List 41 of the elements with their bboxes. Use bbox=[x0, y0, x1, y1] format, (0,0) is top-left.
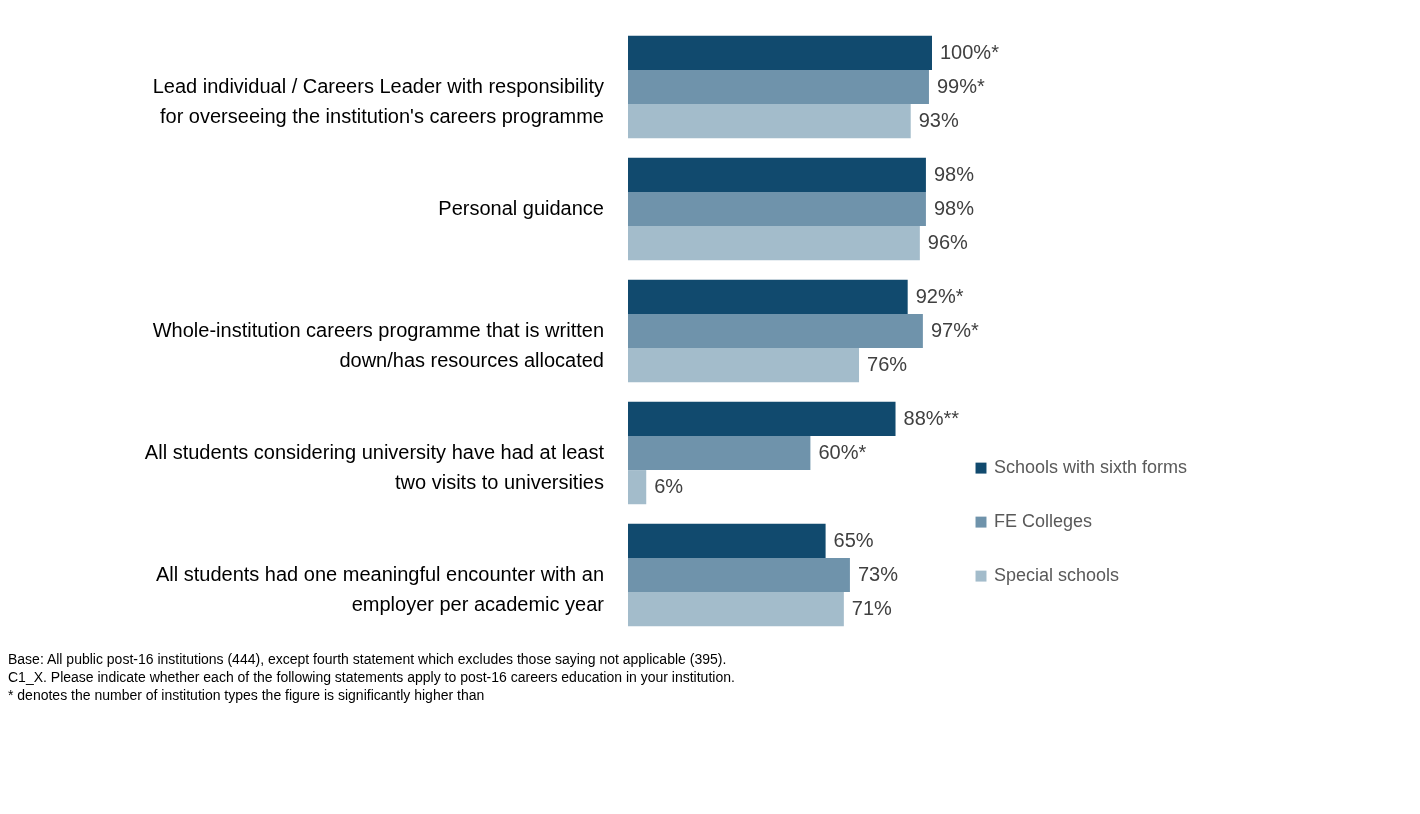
legend-label: Special schools bbox=[994, 565, 1120, 586]
bar bbox=[628, 157, 926, 192]
bar bbox=[628, 348, 860, 383]
text: Base: All public post-16 institutions (444), except fourth statement which excludes those saying not applicable (395). bbox=[8, 650, 728, 668]
legend-label: FE Colleges bbox=[994, 511, 1093, 532]
bar bbox=[628, 69, 929, 105]
data-label: 73% bbox=[857, 563, 899, 585]
y-tick-label: All students considering university have had at least two visits to universities bbox=[144, 441, 605, 493]
data-label: 97%* bbox=[930, 319, 979, 341]
bar bbox=[628, 470, 647, 505]
y-tick-label: All students had one meaningful encounter with an employer per academic year bbox=[155, 563, 605, 615]
data-label: 71% bbox=[851, 597, 893, 620]
data-label: 92%* bbox=[915, 284, 964, 307]
bar bbox=[628, 313, 923, 349]
data-label: 60%* bbox=[818, 441, 867, 463]
bar bbox=[628, 557, 850, 593]
y-tick-label: Lead individual / Careers Leader with responsibility for overseeing the institution's careers programme bbox=[152, 75, 604, 127]
data-label: 88%** bbox=[903, 406, 960, 429]
data-label: 99%* bbox=[936, 75, 985, 97]
text: C1_X. Please indicate whether each of the following statements apply to post-16 careers education in your institution. bbox=[8, 668, 736, 686]
bar bbox=[628, 592, 844, 627]
data-label: 65% bbox=[833, 528, 874, 551]
legend-label: Schools with sixth forms bbox=[994, 457, 1188, 478]
y-tick-label: Whole-institution careers programme that is written down/has resources allocated bbox=[152, 319, 604, 371]
y-tick-label: Personal guidance bbox=[438, 197, 604, 219]
bar bbox=[628, 35, 932, 70]
data-label: 6% bbox=[654, 475, 684, 498]
bar bbox=[628, 523, 826, 558]
data-label: 76% bbox=[867, 353, 908, 376]
bar bbox=[628, 104, 911, 139]
data-label: 93% bbox=[918, 109, 959, 132]
data-label: 96% bbox=[927, 231, 969, 254]
data-label: 98% bbox=[933, 162, 975, 185]
bar bbox=[628, 279, 908, 314]
bar bbox=[628, 191, 926, 227]
text: * denotes the number of institution types the figure is significantly higher than bbox=[8, 686, 486, 704]
bar bbox=[628, 435, 811, 471]
data-label: 100%* bbox=[940, 40, 1000, 63]
bar bbox=[628, 401, 896, 436]
data-label: 98% bbox=[933, 197, 975, 219]
bar bbox=[628, 226, 920, 261]
